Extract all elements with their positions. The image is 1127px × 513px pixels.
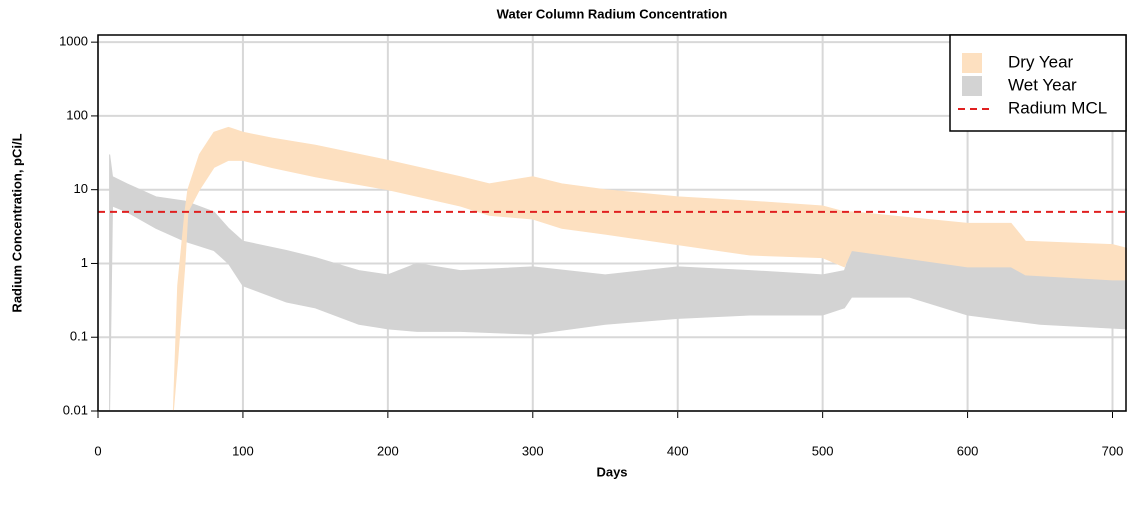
legend-label: Radium MCL — [1008, 98, 1107, 117]
legend-label: Dry Year — [1008, 52, 1074, 71]
x-tick-label: 300 — [522, 443, 544, 458]
y-tick-label: 100 — [66, 107, 88, 122]
y-tick-label: 0.01 — [63, 402, 88, 417]
legend-swatch — [962, 76, 982, 96]
x-tick-label: 400 — [667, 443, 689, 458]
x-tick-label: 200 — [377, 443, 399, 458]
x-tick-label: 600 — [957, 443, 979, 458]
plot-frame — [97, 34, 1127, 412]
y-tick-label: 0.1 — [70, 329, 88, 344]
y-tick-label: 10 — [74, 181, 88, 196]
x-tick-label: 100 — [232, 443, 254, 458]
x-axis-label: Days — [596, 464, 627, 479]
y-tick-label: 1000 — [59, 34, 88, 49]
legend-swatch — [962, 53, 982, 73]
y-axis-label: Radium Concentration, pCi/L — [9, 133, 24, 312]
x-tick-label: 700 — [1102, 443, 1124, 458]
chart-title: Water Column Radium Concentration — [497, 6, 728, 21]
legend-label: Wet Year — [1008, 75, 1077, 94]
band-area — [109, 154, 1127, 412]
x-tick-label: 500 — [812, 443, 834, 458]
x-tick-label: 0 — [94, 443, 101, 458]
y-tick-label: 1 — [81, 255, 88, 270]
band-area — [172, 126, 1127, 412]
